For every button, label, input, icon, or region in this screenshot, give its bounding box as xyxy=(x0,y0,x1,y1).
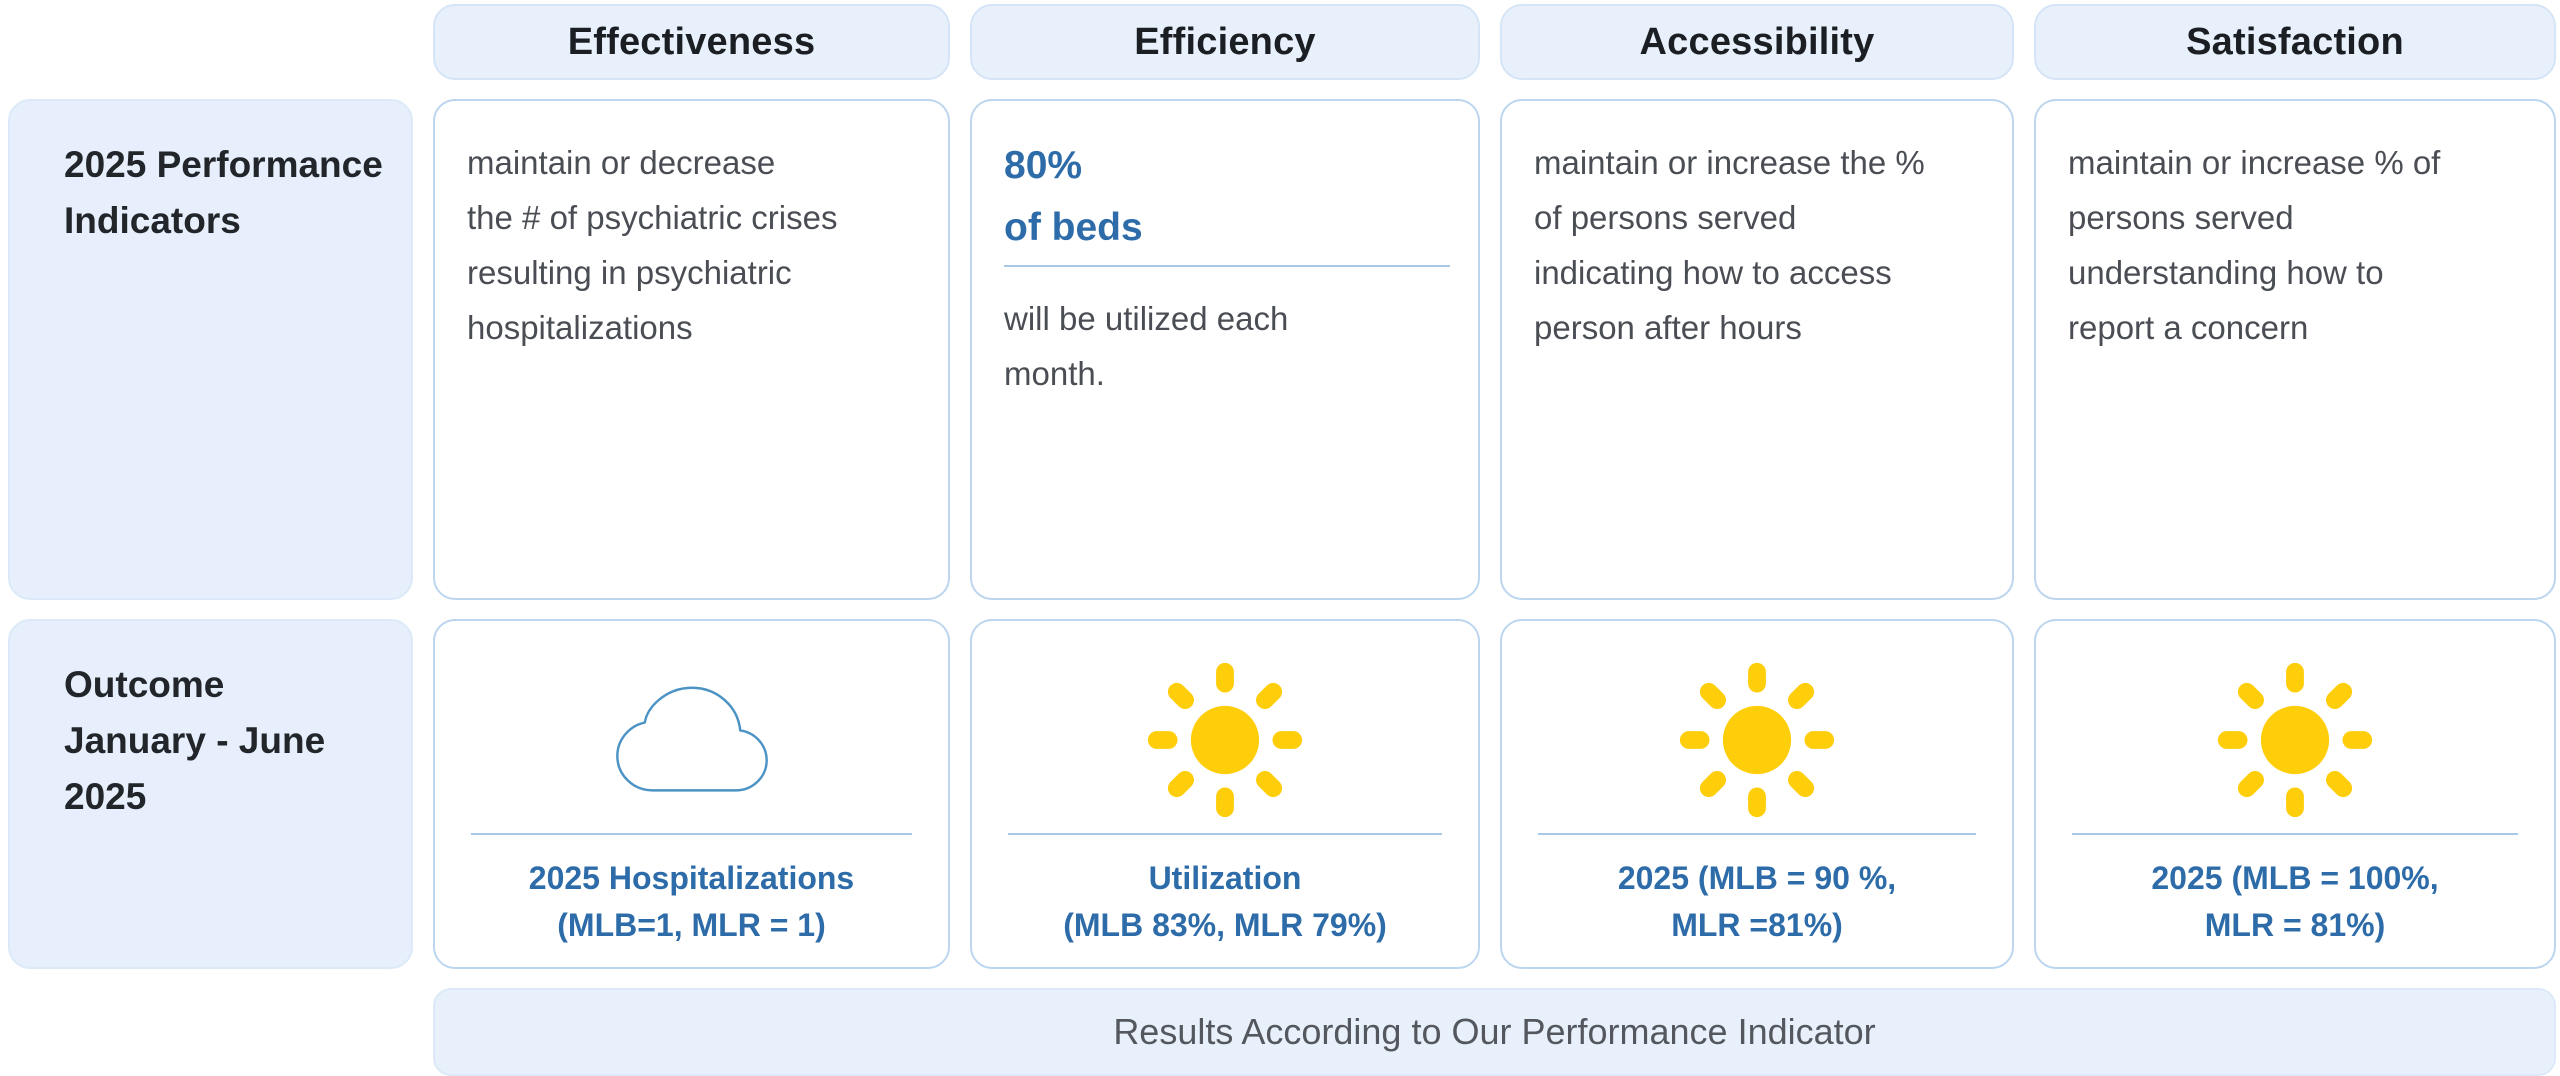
row-label-2025-performance-indicators: 2025 Performance Indicators xyxy=(8,99,413,600)
cell-indicator-effectiveness: maintain or decrease the # of psychiatri… xyxy=(433,99,950,600)
results-footer-text: Results According to Our Performance Ind… xyxy=(1113,1011,1876,1052)
sun-icon xyxy=(2217,662,2373,818)
sun-icon xyxy=(1679,662,1835,818)
cell-indicator-efficiency: 80% of beds will be utilized each month. xyxy=(970,99,1480,600)
cell-outcome-satisfaction: 2025 (MLB = 100%, MLR = 81%) xyxy=(2034,619,2556,969)
divider xyxy=(1004,265,1450,267)
empty-corner-cell xyxy=(8,4,413,80)
cloud-icon xyxy=(615,686,768,792)
cell-outcome-effectiveness: 2025 Hospitalizations (MLB=1, MLR = 1) xyxy=(433,619,950,969)
outcome-efficiency-iconbox xyxy=(1136,649,1314,831)
outcome-satisfaction-caption: 2025 (MLB = 100%, MLR = 81%) xyxy=(2151,860,2439,943)
cell-outcome-efficiency: Utilization (MLB 83%, MLR 79%) xyxy=(970,619,1480,969)
cell-indicator-satisfaction: maintain or increase % of persons served… xyxy=(2034,99,2556,600)
indicator-efficiency-text: will be utilized each month. xyxy=(1004,300,1289,392)
outcome-satisfaction-iconbox xyxy=(2206,649,2384,831)
divider xyxy=(2072,833,2518,835)
outcome-efficiency-caption: Utilization (MLB 83%, MLR 79%) xyxy=(1063,860,1387,943)
cell-indicator-accessibility: maintain or increase the % of persons se… xyxy=(1500,99,2014,600)
indicator-satisfaction-text: maintain or increase % of persons served… xyxy=(2068,144,2441,346)
divider xyxy=(471,833,912,835)
performance-indicator-table: Effectiveness Efficiency Accessibility S… xyxy=(8,4,2556,1076)
indicator-efficiency-highlight: 80% of beds xyxy=(1004,144,1143,249)
column-header-accessibility: Accessibility xyxy=(1500,4,2014,80)
indicator-effectiveness-text: maintain or decrease the # of psychiatri… xyxy=(467,144,838,346)
divider xyxy=(1538,833,1976,835)
sun-icon xyxy=(1147,662,1303,818)
outcome-accessibility-caption: 2025 (MLB = 90 %, MLR =81%) xyxy=(1617,860,1897,943)
column-header-satisfaction: Satisfaction xyxy=(2034,4,2556,80)
indicator-accessibility-text: maintain or increase the % of persons se… xyxy=(1534,144,1925,346)
outcome-accessibility-iconbox xyxy=(1668,649,1846,831)
outcome-effectiveness-iconbox xyxy=(611,649,773,831)
results-footer-bar: Results According to Our Performance Ind… xyxy=(433,988,2556,1076)
outcome-effectiveness-caption: 2025 Hospitalizations (MLB=1, MLR = 1) xyxy=(528,860,855,943)
cell-outcome-accessibility: 2025 (MLB = 90 %, MLR =81%) xyxy=(1500,619,2014,969)
column-header-effectiveness: Effectiveness xyxy=(433,4,950,80)
column-header-efficiency: Efficiency xyxy=(970,4,1480,80)
divider xyxy=(1008,833,1442,835)
row-label-outcome-january-june-2025: Outcome January - June 2025 xyxy=(8,619,413,969)
